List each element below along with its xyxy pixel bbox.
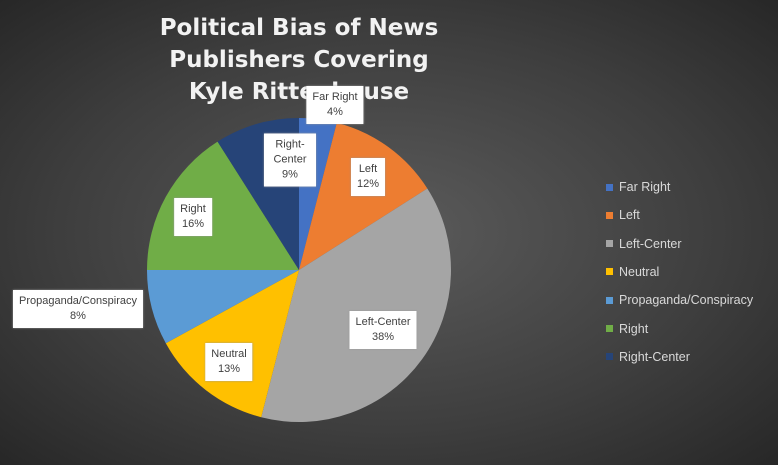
data-label-value: 13% — [217, 363, 241, 375]
legend-label: Right-Center — [619, 349, 690, 364]
data-label: Propaganda/Conspiracy 8% — [12, 290, 144, 328]
data-label-value: 38% — [371, 331, 395, 343]
data-label-category: Right-Center — [273, 138, 307, 166]
data-label: Right-Center 9% — [264, 133, 316, 187]
pie-slice — [261, 188, 451, 422]
legend-item: Right-Center — [606, 350, 690, 364]
legend-item: Left — [606, 208, 640, 222]
data-label-category: Left-Center — [355, 316, 411, 328]
legend-swatch — [606, 296, 613, 304]
data-label-value: 8% — [70, 310, 86, 322]
chart-title: Political Bias of News Publishers Coveri… — [159, 15, 439, 105]
legend-swatch — [606, 183, 613, 191]
legend-swatch — [606, 211, 613, 219]
pie-slice — [147, 270, 299, 344]
legend-item: Far Right — [606, 180, 670, 194]
legend-swatch — [606, 325, 613, 332]
data-label-category: Far Right — [312, 91, 358, 103]
legend-item: Neutral — [606, 265, 659, 279]
legend-swatch — [606, 268, 613, 276]
legend-label: Right — [619, 321, 649, 336]
data-label-value: 16% — [181, 218, 205, 230]
legend-item: Left-Center — [606, 237, 682, 251]
data-label-category: Right — [180, 203, 206, 215]
data-label: Neutral 13% — [205, 343, 253, 381]
legend-item: Right — [606, 322, 648, 336]
data-label-value: 9% — [282, 168, 298, 181]
data-label-category: Left — [358, 163, 378, 175]
data-label-category: Neutral — [211, 348, 247, 360]
data-label-value: 4% — [327, 106, 343, 118]
legend-label: Left-Center — [619, 236, 682, 251]
data-label: Far Right 4% — [306, 86, 364, 124]
legend-swatch — [606, 353, 613, 361]
data-label: Right 16% — [174, 198, 212, 236]
data-label: Left-Center 38% — [349, 311, 417, 349]
legend-label: Left — [619, 208, 640, 223]
data-label-category: Propaganda/Conspiracy — [18, 295, 138, 307]
pie-slice — [299, 122, 428, 270]
legend-label: Propaganda/Conspiracy — [619, 293, 754, 308]
legend-item: Propaganda/Conspiracy — [606, 293, 753, 307]
data-label-value: 12% — [356, 178, 380, 190]
legend-swatch — [606, 240, 613, 248]
legend-label: Far Right — [619, 180, 671, 194]
pie-slice — [147, 141, 299, 270]
legend-label: Neutral — [619, 264, 660, 279]
data-label: Left 12% — [350, 158, 386, 196]
